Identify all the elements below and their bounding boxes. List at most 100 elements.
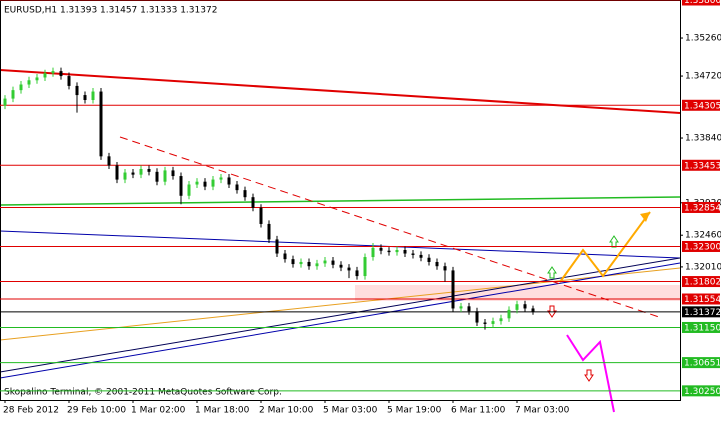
y-tick-label: 1.34720	[685, 72, 721, 82]
candle-body	[75, 85, 79, 96]
candle-body	[243, 190, 247, 198]
candle-body	[259, 207, 263, 224]
candle-body	[147, 169, 151, 172]
level-label-box	[682, 99, 720, 111]
y-tick-label: 1.32010	[685, 262, 721, 272]
y-tick-label: 1.32460	[685, 231, 721, 241]
candle-body	[131, 172, 135, 175]
candle-body	[83, 95, 87, 100]
x-tick-label: 1 Mar 02:00	[131, 406, 186, 416]
scenario-arrow	[566, 334, 615, 413]
trend-line	[0, 262, 681, 379]
candle-body	[475, 311, 479, 323]
x-tick-label: 28 Feb 2012	[3, 406, 59, 416]
candle-body	[347, 267, 351, 271]
candle-body	[267, 223, 271, 240]
level-label: 1.31372	[684, 308, 721, 318]
trend-line	[0, 267, 681, 341]
candle-body	[499, 318, 503, 322]
level-label: 1.30250	[684, 387, 721, 397]
level-label: 1.32854	[684, 203, 721, 213]
level-label-box	[682, 159, 720, 171]
candle-body	[339, 264, 343, 268]
candle-body	[395, 250, 399, 253]
candle-body	[299, 261, 303, 265]
footer: Skopalino Terminal, © 2001-2011 MetaQuot…	[4, 388, 282, 398]
x-tick-label: 29 Feb 10:00	[67, 406, 126, 416]
level-label: 1.31802	[684, 278, 721, 288]
candle-body	[355, 270, 359, 277]
candle-body	[419, 254, 423, 258]
candle-body	[219, 177, 223, 180]
candle-body	[155, 171, 159, 182]
x-tick-label: 6 Mar 11:00	[451, 406, 506, 416]
y-tick-label: 1.35260	[685, 34, 721, 44]
candle-body	[171, 170, 175, 177]
candle-body	[139, 169, 143, 175]
candle-body	[91, 91, 95, 100]
x-tick-label: 2 Mar 10:00	[259, 406, 314, 416]
candle-body	[523, 304, 527, 309]
level-label-box	[682, 276, 720, 288]
level-label-box	[682, 293, 720, 305]
trend-line	[0, 69, 681, 114]
y-tick-label: 1.33840	[685, 134, 721, 144]
trend-line	[0, 257, 681, 373]
arrow-head	[640, 212, 650, 222]
level-label: 1.32300	[684, 242, 721, 252]
candle-body	[67, 76, 71, 86]
level-label-box	[682, 321, 720, 333]
x-tick-label: 5 Mar 19:00	[387, 406, 442, 416]
candle-body	[531, 308, 535, 312]
down-arrow	[547, 305, 557, 318]
level-label: 1.31554	[684, 295, 721, 305]
level-label: 1.34305	[684, 101, 721, 111]
candle-body	[59, 71, 63, 77]
candle-body	[283, 253, 287, 260]
candle-body	[307, 261, 311, 267]
candle-body	[331, 260, 335, 265]
candle-body	[411, 253, 415, 255]
candle-body	[507, 309, 511, 319]
candle-body	[403, 250, 407, 254]
candle-body	[3, 98, 7, 106]
candle-body	[323, 260, 327, 264]
candle-body	[227, 177, 231, 185]
candle-body	[179, 176, 183, 196]
level-label-box	[682, 0, 720, 6]
candle-body	[11, 90, 15, 99]
candle-body	[203, 181, 207, 187]
candle-body	[251, 197, 255, 208]
candle-body	[27, 80, 31, 85]
candle-body	[451, 270, 455, 309]
down-arrow	[584, 369, 594, 382]
candle-body	[163, 170, 167, 182]
candle-body	[107, 156, 111, 166]
x-tick-label: 5 Mar 03:00	[323, 406, 378, 416]
candle-body	[43, 73, 47, 78]
scenario-arrow	[559, 211, 651, 283]
trend-line	[119, 136, 663, 319]
candle-body	[35, 77, 39, 81]
candle-body	[515, 304, 519, 310]
level-label-box	[682, 306, 720, 318]
trend-line	[0, 230, 681, 259]
drawings	[0, 69, 681, 413]
candle-body	[235, 184, 239, 191]
zone	[355, 285, 680, 301]
candle-body	[211, 179, 215, 187]
candle-body	[379, 247, 383, 251]
level-label-box	[682, 240, 720, 252]
candle-body	[387, 250, 391, 253]
candle-body	[195, 181, 199, 185]
up-arrow	[547, 266, 557, 279]
up-arrow	[609, 235, 619, 248]
level-label: 1.35800	[684, 0, 721, 6]
candle-body	[371, 247, 375, 258]
chart-title: EURUSD,H1 1.31393 1.31457 1.31333 1.3137…	[4, 6, 217, 16]
candle-body	[315, 263, 319, 267]
x-tick-label: 1 Mar 18:00	[195, 406, 250, 416]
x-tick-label: 7 Mar 03:00	[515, 406, 570, 416]
